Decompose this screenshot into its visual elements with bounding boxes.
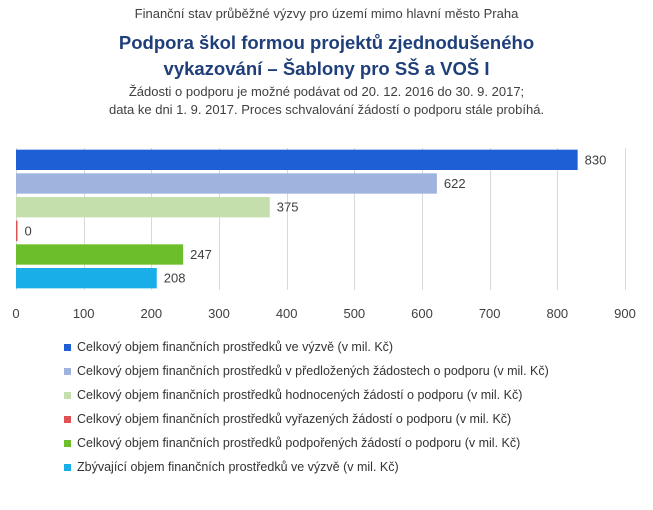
data-label: 0: [25, 223, 32, 238]
legend-label: Celkový objem finančních prostředků hodn…: [77, 388, 523, 402]
legend-label: Celkový objem finančních prostředků vyřa…: [77, 412, 512, 426]
data-label: 622: [444, 176, 466, 191]
x-tick-label: 700: [479, 306, 501, 321]
bar-5: [16, 244, 184, 265]
legend-item: Celkový objem finančních prostředků ve v…: [64, 335, 549, 359]
x-tick-label: 300: [208, 306, 230, 321]
legend-label: Celkový objem finančních prostředků podp…: [77, 436, 521, 450]
data-label: 247: [190, 247, 212, 262]
data-label: 830: [585, 152, 607, 167]
legend-label: Celkový objem finančních prostředků v př…: [77, 364, 549, 378]
x-tick-label: 900: [614, 306, 636, 321]
x-tick-label: 600: [411, 306, 433, 321]
legend-item: Zbývající objem finančních prostředků ve…: [64, 455, 549, 479]
data-label: 208: [164, 271, 186, 286]
legend-swatch: [64, 391, 71, 399]
data-label: 375: [277, 200, 299, 215]
bar-4: [16, 220, 18, 242]
legend-item: Celkový objem finančních prostředků v př…: [64, 359, 549, 383]
gridlines: [16, 148, 626, 290]
legend-swatch: [64, 343, 71, 351]
bar-chart: 830 622 375 0 247 208 0 100 200 300 400 500 600 700 8…: [12, 148, 636, 321]
legend-item: Celkový objem finančních prostředků hodn…: [64, 383, 549, 407]
legend: Celkový objem finančních prostředků ve v…: [64, 335, 549, 479]
chart-top-title: Finanční stav průběžné výzvy pro území m…: [134, 6, 519, 21]
legend-item: Celkový objem finančních prostředků podp…: [64, 431, 549, 455]
legend-swatch: [64, 367, 71, 375]
chart-title-line-1: Podpora škol formou projektů zjednodušen…: [118, 32, 535, 53]
bar-1: [16, 149, 578, 171]
x-tick-label: 800: [546, 306, 568, 321]
legend-label: Celkový objem finančních prostředků ve v…: [77, 340, 394, 354]
chart-subtitle: Žádosti o podporu je možné podávat od 20…: [0, 83, 653, 119]
bar-labels: 830 622 375 0 247 208: [25, 152, 607, 285]
x-tick-label: 100: [73, 306, 95, 321]
chart-subtitle-line-1: Žádosti o podporu je možné podávat od 20…: [128, 84, 525, 99]
bar-2: [16, 173, 437, 194]
bar-6: [16, 267, 157, 289]
bar-3: [16, 196, 270, 218]
x-tick-label: 0: [12, 306, 19, 321]
chart-title: Podpora škol formou projektů zjednodušen…: [0, 30, 653, 82]
bars: [16, 149, 578, 289]
x-tick-label: 200: [140, 306, 162, 321]
x-axis-ticks: 0 100 200 300 400 500 600 700 800 900: [12, 306, 635, 321]
legend-swatch: [64, 463, 71, 471]
legend-swatch: [64, 439, 71, 447]
x-tick-label: 500: [343, 306, 365, 321]
legend-label: Zbývající objem finančních prostředků ve…: [77, 460, 399, 474]
legend-item: Celkový objem finančních prostředků vyřa…: [64, 407, 549, 431]
x-tick-label: 400: [276, 306, 298, 321]
chart-title-line-2: vykazování – Šablony pro SŠ a VOŠ I: [163, 58, 490, 79]
chart-subtitle-line-2: data ke dni 1. 9. 2017. Proces schvalová…: [108, 102, 545, 117]
legend-swatch: [64, 415, 71, 423]
